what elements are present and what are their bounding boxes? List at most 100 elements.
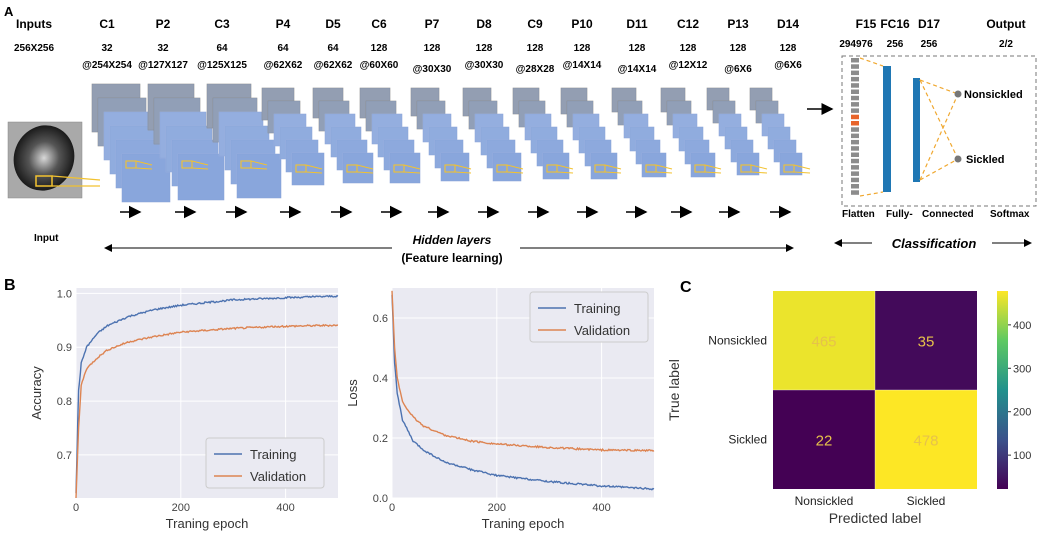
classifier-name-fc16: FC16 bbox=[880, 17, 910, 31]
legend: Training Validation bbox=[529, 291, 649, 343]
layer-channels-c9: 128 bbox=[527, 43, 544, 54]
layer-channels-p2: 32 bbox=[157, 43, 169, 54]
classifier-value-f15: 294976 bbox=[839, 39, 873, 50]
layer-size-c6: @60X60 bbox=[360, 60, 399, 71]
series-line-training bbox=[75, 294, 339, 494]
layer-channels-d14: 128 bbox=[780, 43, 797, 54]
legend-label-validation: Validation bbox=[574, 323, 630, 338]
cm-x-axis-label: Predicted label bbox=[829, 510, 922, 526]
layer-size-d14: @6X6 bbox=[774, 60, 802, 71]
layer-name-p10: P10 bbox=[571, 17, 593, 31]
y-tick-label: 0.6 bbox=[373, 313, 388, 325]
feature-learning-label: (Feature learning) bbox=[401, 251, 502, 265]
feature-stack-8 bbox=[462, 87, 524, 182]
feature-stack-2 bbox=[147, 83, 225, 201]
x-tick-label: 200 bbox=[488, 502, 506, 514]
input-cell-image bbox=[7, 121, 101, 199]
cm-cell-1-0 bbox=[773, 390, 875, 489]
layer-channels-p7: 128 bbox=[424, 43, 441, 54]
flatten-label: Flatten bbox=[842, 209, 875, 220]
y-tick-label: 1.0 bbox=[57, 288, 72, 300]
y-tick-label: 0.4 bbox=[373, 373, 388, 385]
classifier-value-d17: 256 bbox=[921, 39, 938, 50]
classifier-name-f15: F15 bbox=[856, 17, 877, 31]
layer-headers: Inputs 256X256 C1 32 @254X254 P2 32 @127X127 C3 6… bbox=[14, 17, 1026, 75]
feature-stack-14 bbox=[749, 87, 811, 176]
classifier-name-output: Output bbox=[986, 17, 1025, 31]
layer-size-p13: @6X6 bbox=[724, 64, 752, 75]
layer-channels-p10: 128 bbox=[574, 43, 591, 54]
cm-value-0-1: 35 bbox=[918, 334, 935, 351]
layer-name-d8: D8 bbox=[476, 17, 492, 31]
x-axis-label: Traning epoch bbox=[166, 516, 249, 531]
layer-channels-c6: 128 bbox=[371, 43, 388, 54]
panel-a-letter: A bbox=[4, 4, 14, 19]
series-line-validation bbox=[391, 290, 655, 453]
feature-stack-7 bbox=[410, 87, 472, 182]
layer-name-d11: D11 bbox=[626, 17, 648, 31]
layer-size-c1: @254X254 bbox=[82, 60, 132, 71]
softmax-label: Softmax bbox=[990, 209, 1030, 220]
layer-name-p4: P4 bbox=[276, 17, 291, 31]
layer-size-p2: @127X127 bbox=[138, 60, 188, 71]
feature-stack-13 bbox=[706, 87, 768, 176]
panel-a: A Inputs 256X256 C1 32 @254X254 P2 32 @127X127 C… bbox=[4, 4, 1037, 265]
y-axis-label: Loss bbox=[345, 379, 360, 407]
y-tick-label: 0.8 bbox=[57, 396, 72, 408]
confusion-matrix: 465 35 22 478 Nonsickled Sickled Nonsickled Sic… bbox=[666, 291, 1031, 526]
x-axis-label: Traning epoch bbox=[482, 516, 565, 531]
cm-cell-1-1 bbox=[875, 390, 977, 489]
layer-name-inputs: Inputs bbox=[16, 17, 52, 31]
series-line-validation bbox=[75, 323, 339, 499]
x-tick-label: 200 bbox=[172, 502, 190, 514]
layer-channels-c12: 128 bbox=[680, 43, 697, 54]
y-tick-label: 0.0 bbox=[373, 493, 388, 505]
output-node-sickled bbox=[954, 155, 962, 163]
hidden-left-arrowhead bbox=[104, 244, 112, 252]
feature-stack-3 bbox=[206, 83, 282, 199]
output-node-nonsickled bbox=[954, 90, 962, 98]
cm-value-1-0: 22 bbox=[816, 433, 833, 450]
feature-stack-11 bbox=[611, 87, 673, 178]
panel-c: C 465 35 22 478 Nonsickled Sickled Nonsickled S… bbox=[666, 279, 1031, 526]
series-line-training bbox=[391, 294, 655, 491]
layer-name-c1: C1 bbox=[99, 17, 115, 31]
panel-b: B 0 200 400 0.7 0.8 0.9 1.0 Traning epoch Accura… bbox=[4, 277, 655, 531]
layer-size-c3: @125X125 bbox=[197, 60, 247, 71]
classifier-name-d17: D17 bbox=[918, 17, 940, 31]
cm-y-axis-label: True label bbox=[666, 359, 682, 421]
feature-stack-9 bbox=[512, 87, 574, 180]
layer-channels-d11: 128 bbox=[629, 43, 646, 54]
connected-label: Connected bbox=[922, 209, 974, 220]
input-label: Input bbox=[34, 233, 59, 244]
x-tick-label: 400 bbox=[592, 502, 610, 514]
cm-row-label: Sickled bbox=[728, 433, 767, 447]
accuracy-chart: 0 200 400 0.7 0.8 0.9 1.0 Traning epoch Accuracy… bbox=[29, 288, 339, 531]
layer-size-d11: @14X14 bbox=[618, 64, 657, 75]
panel-b-letter: B bbox=[4, 277, 16, 294]
colorbar-tick-label: 300 bbox=[1013, 363, 1031, 375]
y-tick-label: 0.7 bbox=[57, 450, 72, 462]
class-left-arrowhead bbox=[834, 239, 842, 247]
legend-label-training: Training bbox=[250, 447, 296, 462]
d17-bar bbox=[913, 78, 920, 182]
layer-name-p13: P13 bbox=[727, 17, 749, 31]
x-tick-label: 0 bbox=[389, 502, 395, 514]
feature-stack-1 bbox=[91, 83, 171, 203]
fc16-bar bbox=[883, 66, 891, 192]
classification-label: Classification bbox=[892, 236, 977, 251]
classifier-value-fc16: 256 bbox=[887, 39, 904, 50]
layer-name-d14: D14 bbox=[777, 17, 799, 31]
cm-col-label: Sickled bbox=[907, 494, 946, 508]
layer-size-c9: @28X28 bbox=[516, 64, 555, 75]
cm-value-0-0: 465 bbox=[811, 334, 836, 351]
layer-size-p7: @30X30 bbox=[413, 64, 452, 75]
layer-size-p4: @62X62 bbox=[264, 60, 303, 71]
feature-stack-5 bbox=[312, 87, 374, 184]
layer-size-p10: @14X14 bbox=[563, 60, 602, 71]
layer-size-d5: @62X62 bbox=[314, 60, 353, 71]
panel-c-letter: C bbox=[680, 279, 692, 296]
cm-col-label: Nonsickled bbox=[795, 494, 854, 508]
layer-size-c12: @12X12 bbox=[669, 60, 708, 71]
